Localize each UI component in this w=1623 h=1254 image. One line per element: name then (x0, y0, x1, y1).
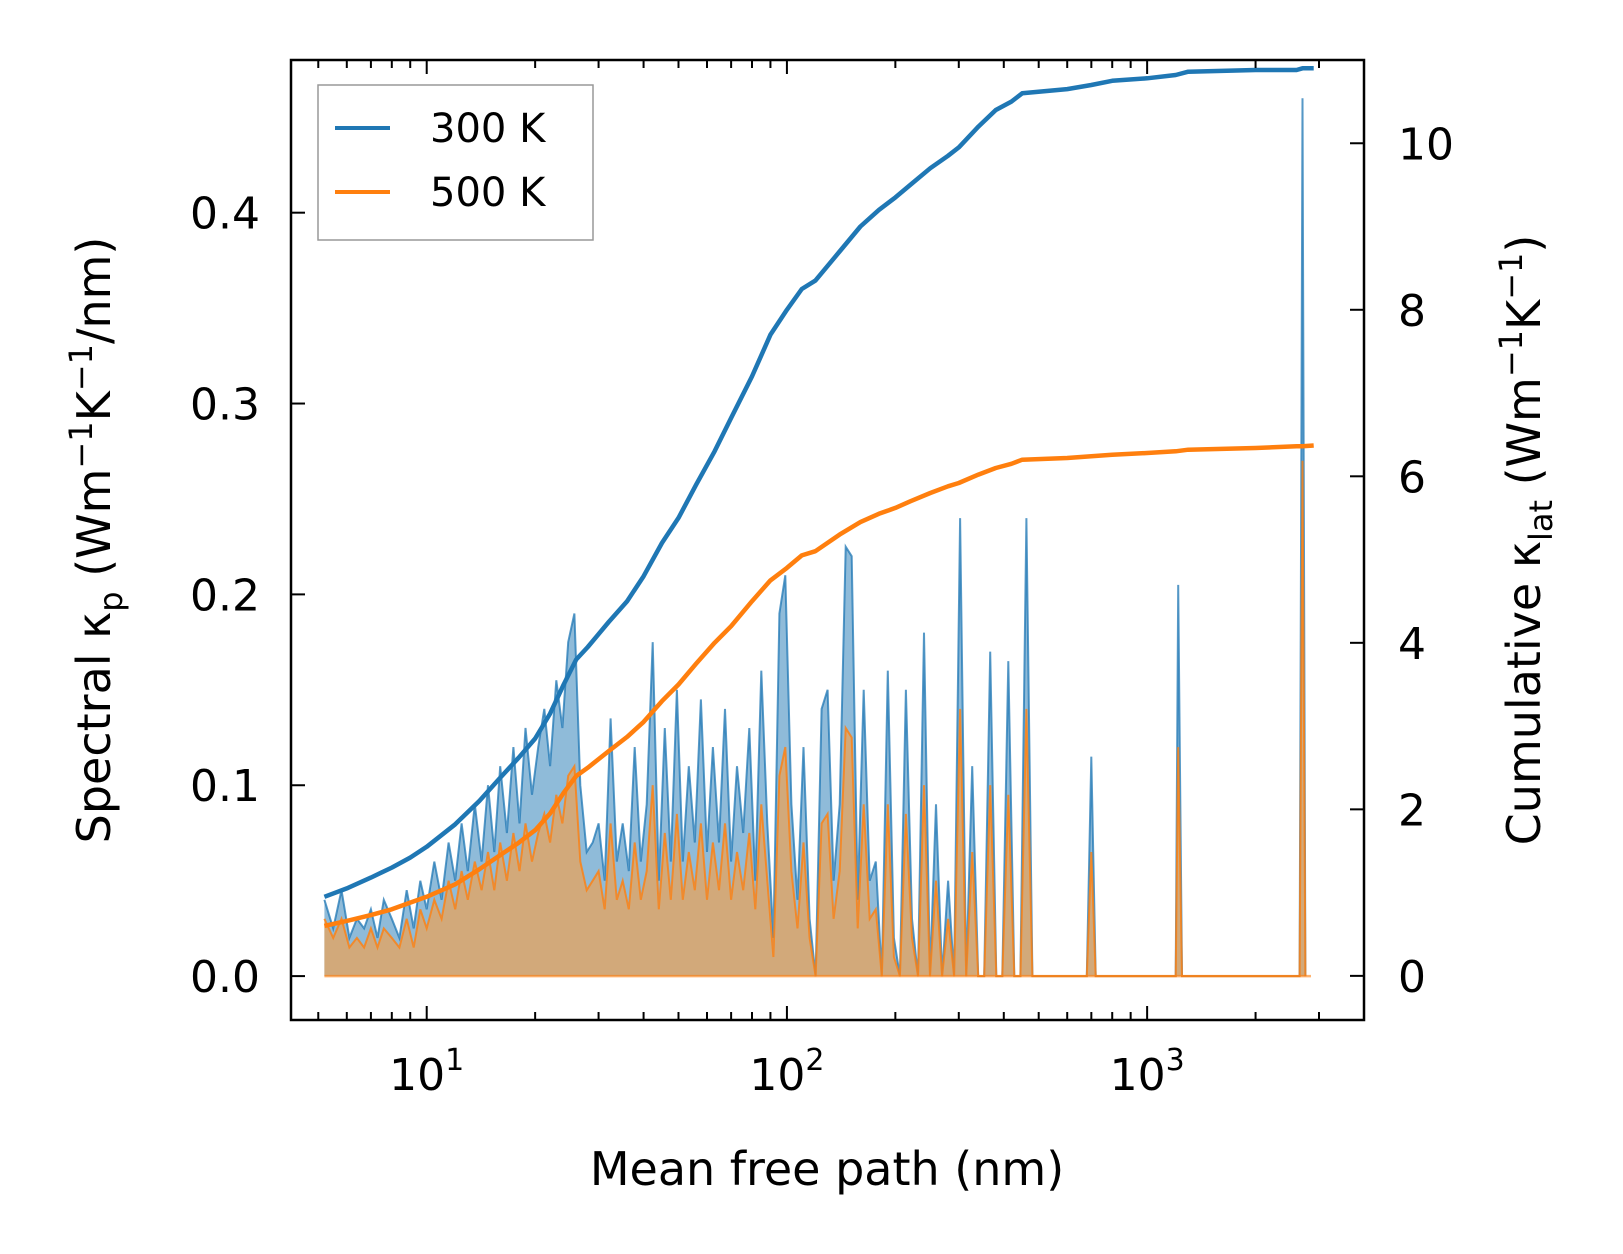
x-tick-label: 101 (389, 1043, 464, 1101)
legend-label-300k: 300 K (430, 106, 547, 152)
y-tick-label-left: 0.4 (190, 189, 260, 240)
y-tick-label-right: 8 (1398, 286, 1426, 337)
ticks-layer: 101 102 103 0.0 0.1 0.2 0.3 0.4 0 2 4 6 8 10 (190, 60, 1454, 1101)
x-axis-label: Mean free path (nm) (590, 1142, 1064, 1196)
spectral-area-500k (324, 460, 1306, 977)
y-tick-label-right: 10 (1398, 119, 1454, 170)
y-tick-label-right: 4 (1398, 619, 1426, 670)
y-axis-label-left: Spectral κp (Wm−1K−1/nm) (62, 237, 130, 844)
y-tick-label-right: 6 (1398, 452, 1426, 503)
plot-frame (289, 58, 1366, 1022)
y-tick-label-left: 0.3 (190, 380, 260, 431)
y-tick-label-left: 0.2 (190, 570, 260, 621)
y-tick-label-left: 0.0 (190, 952, 260, 1003)
cumulative-line-300k (323, 66, 1314, 899)
y-tick-label-right: 2 (1398, 785, 1426, 836)
spectral-area-300k (324, 98, 1306, 977)
y-tick-label-left: 0.1 (190, 761, 260, 812)
y-axis-label-right: Cumulative κlat (Wm−1K−1) (1492, 235, 1560, 846)
y-tick-label-right: 0 (1398, 952, 1426, 1003)
legend: 300 K 500 K (317, 84, 594, 241)
x-tick-label: 103 (1110, 1043, 1185, 1101)
cumulative-line-500k (323, 443, 1314, 929)
data-layer (323, 66, 1314, 978)
legend-box (317, 84, 594, 241)
legend-label-500k: 500 K (430, 170, 547, 216)
x-tick-label: 102 (749, 1043, 824, 1101)
